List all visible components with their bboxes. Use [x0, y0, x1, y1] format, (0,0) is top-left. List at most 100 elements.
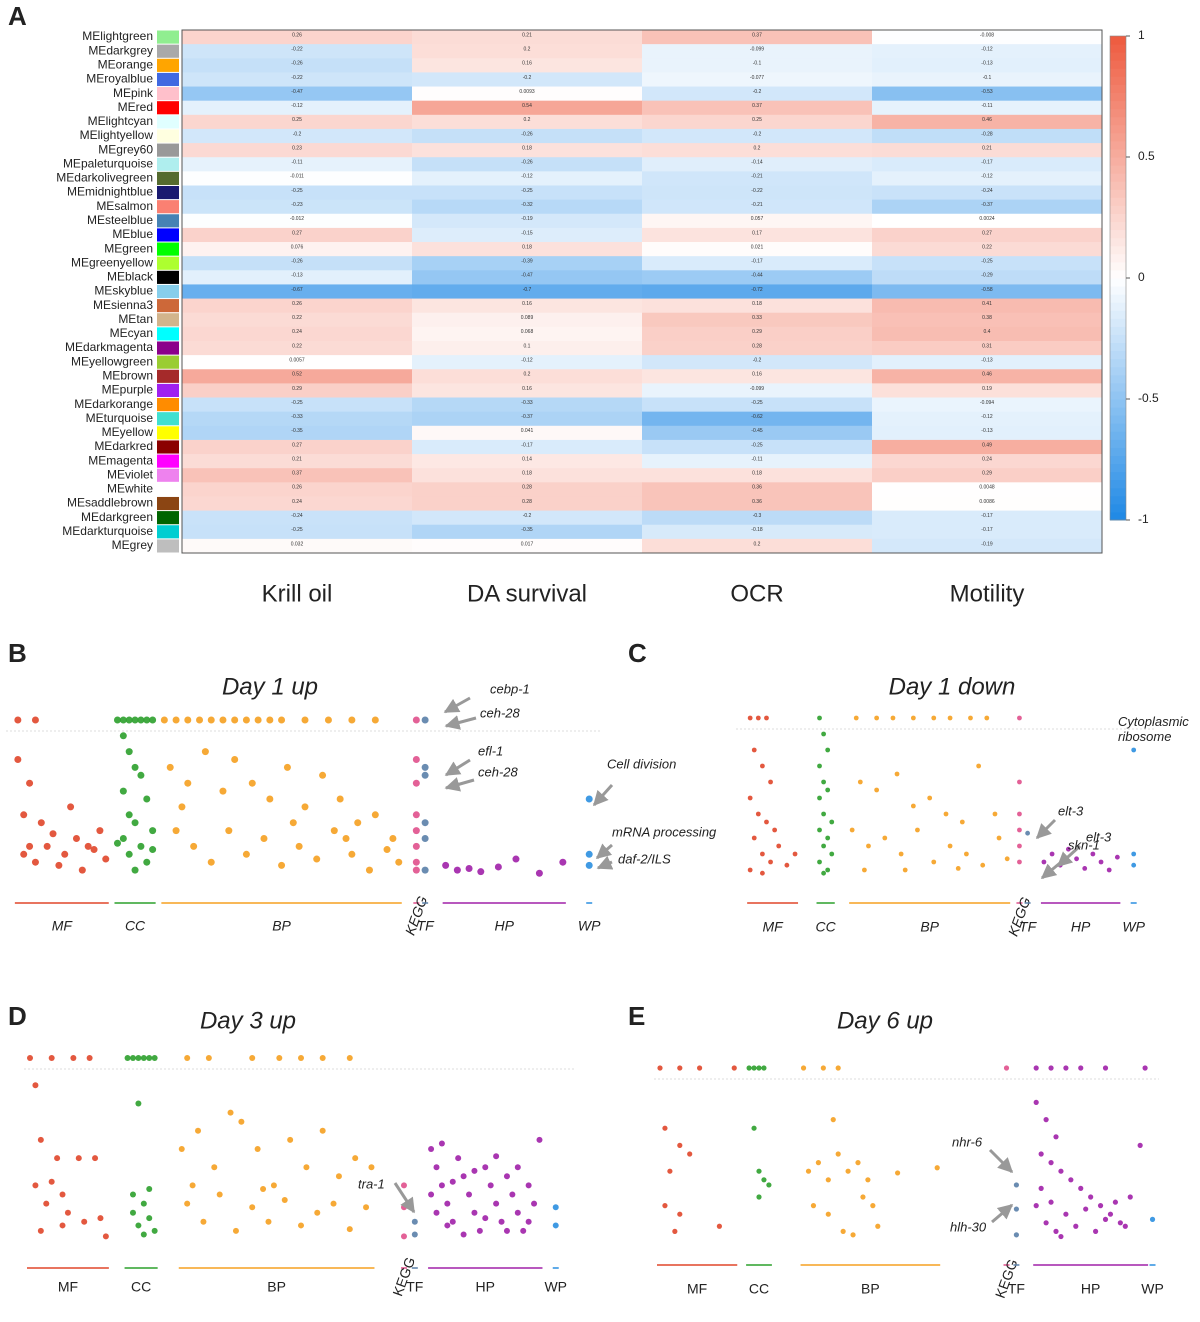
heat-cell — [412, 100, 643, 116]
heatmap-border — [181, 29, 1103, 554]
module-swatch — [157, 44, 179, 58]
term-dot — [1068, 1177, 1074, 1183]
heat-cell — [412, 340, 643, 356]
term-dot — [421, 771, 429, 779]
term-dot — [131, 763, 139, 771]
group-label: WP — [1122, 919, 1145, 935]
heat-cell — [182, 340, 413, 356]
term-dot — [820, 1065, 826, 1071]
term-dot — [55, 861, 63, 869]
cell-value: -0.13 — [981, 428, 993, 434]
colorbar-step — [1110, 197, 1126, 206]
colorbar-step — [1110, 229, 1126, 239]
term-dot — [160, 716, 168, 724]
term-dot — [184, 716, 192, 724]
term-dot — [756, 1194, 762, 1200]
term-dot — [817, 763, 822, 769]
term-dot — [520, 1227, 527, 1234]
term-dot — [784, 862, 790, 868]
cell-value: 0.057 — [751, 216, 764, 222]
term-dot — [1073, 1223, 1079, 1229]
colorbar-step — [1110, 92, 1126, 102]
term-dot — [14, 716, 22, 724]
cell-value: 0.21 — [522, 32, 532, 38]
term-dot — [535, 869, 543, 877]
heat-cell — [872, 383, 1103, 399]
term-dot — [119, 716, 127, 724]
term-dot — [959, 819, 965, 825]
term-dot — [278, 716, 286, 724]
term-dot — [313, 855, 321, 863]
heat-cell — [642, 171, 873, 186]
module-label: MEdarkgrey — [88, 43, 153, 57]
term-dot — [1038, 1151, 1044, 1157]
term-dot — [151, 1227, 158, 1234]
term-dot — [352, 1155, 359, 1162]
heat-cell — [182, 312, 413, 328]
colorbar-step — [1110, 334, 1126, 344]
cell-value: 0.18 — [522, 471, 532, 477]
term-dot — [219, 716, 227, 724]
heat-cell — [412, 298, 643, 314]
term-dot — [1013, 1182, 1020, 1188]
annotation: mRNA processing — [612, 824, 717, 839]
cell-value: 0.068 — [521, 329, 534, 335]
term-dot — [354, 819, 362, 827]
module-swatch — [157, 129, 179, 143]
term-dot — [1017, 827, 1022, 833]
term-dot — [895, 1170, 901, 1176]
term-dot — [1149, 1216, 1156, 1222]
heat-cell — [642, 369, 873, 384]
term-dot — [314, 1209, 321, 1216]
term-dot — [766, 1182, 772, 1188]
cell-value: -0.25 — [291, 188, 303, 194]
cell-value: -0.33 — [291, 414, 303, 420]
group-label: TF — [1019, 919, 1038, 935]
term-dot — [135, 1055, 142, 1061]
annotation-arrow — [592, 783, 614, 807]
colorbar-step — [1110, 455, 1126, 465]
term-dot — [910, 715, 916, 721]
heat-cell — [412, 468, 643, 483]
annotation-arrow — [444, 758, 471, 777]
module-label: MEorange — [98, 58, 154, 72]
heat-cell — [412, 538, 643, 554]
term-dot — [1003, 1065, 1010, 1071]
heat-cell — [872, 185, 1103, 201]
heat-cell — [182, 439, 413, 455]
term-dot — [260, 835, 268, 842]
module-label: MEpaleturquoise — [63, 156, 153, 170]
term-dot — [70, 1055, 77, 1061]
cell-value: 0.54 — [522, 103, 532, 109]
heat-cell — [182, 100, 413, 116]
term-dot — [756, 1065, 762, 1071]
term-dot — [805, 1168, 812, 1174]
panel-letter: A — [8, 1, 27, 31]
term-dot — [31, 716, 39, 724]
heat-cell — [412, 128, 643, 144]
cell-value: 0.076 — [291, 244, 304, 250]
term-dot — [821, 811, 826, 817]
term-dot — [124, 1055, 131, 1061]
term-dot — [131, 819, 139, 827]
module-label: MEblack — [107, 270, 154, 284]
term-dot — [31, 858, 39, 866]
annotation-arrow — [1035, 818, 1057, 840]
term-dot — [751, 1065, 757, 1071]
colorbar-step — [1110, 245, 1126, 255]
term-dot — [657, 1065, 663, 1071]
term-dot — [1131, 862, 1137, 868]
term-dot — [211, 1164, 218, 1171]
term-dot — [227, 1109, 234, 1116]
term-dot — [874, 787, 880, 793]
heat-cell — [872, 157, 1103, 172]
module-label: MEtan — [118, 312, 153, 326]
term-dot — [829, 819, 835, 825]
annotation-arrow — [1040, 856, 1067, 880]
term-dot — [27, 1055, 33, 1061]
term-dot — [135, 1100, 142, 1107]
panel-title: Day 6 up — [837, 1007, 933, 1034]
term-dot — [449, 1218, 456, 1225]
heat-cell — [642, 510, 873, 526]
heat-cell — [642, 100, 873, 116]
